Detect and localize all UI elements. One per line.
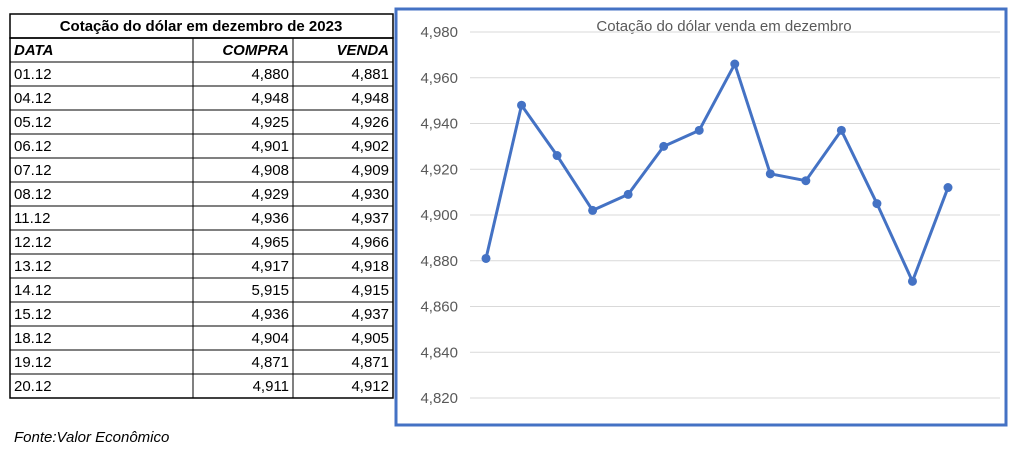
table-cell: 5,915 [251, 282, 289, 299]
table-cell: COMPRA [222, 42, 289, 59]
table-cell: DATA [14, 42, 53, 59]
table-cell: 11.12 [14, 210, 50, 227]
chart-title: Cotação do dólar venda em dezembro [596, 18, 851, 35]
y-tick-label: 4,880 [420, 253, 458, 270]
table-cell: 4,936 [251, 210, 289, 227]
table-cell: 4,918 [351, 258, 389, 275]
table-border [9, 37, 394, 399]
point [623, 189, 633, 199]
y-tick-label: 4,960 [420, 70, 458, 87]
table-cell: 07.12 [14, 162, 52, 179]
point [659, 141, 669, 151]
point [517, 100, 527, 110]
point [552, 151, 562, 161]
table-cell: 4,912 [351, 378, 389, 395]
table-cell: 4,926 [351, 114, 389, 131]
y-tick-label: 4,860 [420, 299, 458, 316]
point [801, 176, 811, 186]
table-cell: 4,871 [351, 354, 389, 371]
y-tick-label: 4,920 [420, 161, 458, 178]
table-cell: 08.12 [14, 186, 52, 203]
table-cell: 4,929 [251, 186, 289, 203]
table-cell: 01.12 [14, 66, 52, 83]
table-cell: 04.12 [14, 90, 52, 107]
table-cell: 14.12 [14, 282, 52, 299]
table-cell: VENDA [336, 42, 389, 59]
table-cell: 19.12 [14, 354, 52, 371]
table-cell: 05.12 [14, 114, 52, 131]
point [872, 199, 882, 209]
table-cell: 4,871 [251, 354, 289, 371]
table-cell: 4,880 [251, 66, 289, 83]
table-cell: 4,911 [253, 378, 289, 395]
table-cell: 4,917 [251, 258, 289, 275]
table-cell: 4,901 [251, 138, 289, 155]
point [836, 125, 846, 135]
table-cell: 4,937 [351, 306, 389, 323]
table-cell: 4,966 [351, 234, 389, 251]
line [484, 62, 950, 283]
table-cell: 4,905 [351, 330, 389, 347]
point [730, 59, 740, 69]
table-cell: 4,930 [351, 186, 389, 203]
point [765, 169, 775, 179]
table-cell: 12.12 [14, 234, 52, 251]
table-cell: 4,915 [351, 282, 389, 299]
point [943, 183, 953, 193]
table-cell: 4,948 [251, 90, 289, 107]
source: Fonte:Valor Econômico [14, 429, 169, 446]
table-cell: 15.12 [14, 306, 52, 323]
table-cell: 4,948 [351, 90, 389, 107]
point [907, 276, 917, 286]
y-tick-label: 4,820 [420, 390, 458, 407]
table-cell: 13.12 [14, 258, 52, 275]
y-tick-label: 4,980 [420, 24, 458, 41]
y-tick-label: 4,900 [420, 207, 458, 224]
point [481, 253, 491, 263]
point [588, 205, 598, 215]
table-cell: 20.12 [14, 378, 52, 395]
table-cell: 4,908 [251, 162, 289, 179]
table-cell: 18.12 [14, 330, 52, 347]
table-cell: 4,909 [351, 162, 389, 179]
table-cell: 4,902 [351, 138, 389, 155]
table-cell: 4,925 [251, 114, 289, 131]
chart-frame [394, 7, 1008, 427]
table-cell: 4,904 [251, 330, 289, 347]
table-cell: 4,881 [351, 66, 389, 83]
table-cell: 4,965 [251, 234, 289, 251]
table-cell: 06.12 [14, 138, 52, 155]
y-tick-label: 4,840 [420, 344, 458, 361]
table-cell: 4,937 [351, 210, 389, 227]
point [694, 125, 704, 135]
y-tick-label: 4,940 [420, 116, 458, 133]
table-cell: 4,936 [251, 306, 289, 323]
table-title: Cotação do dólar em dezembro de 2023 [60, 18, 343, 35]
